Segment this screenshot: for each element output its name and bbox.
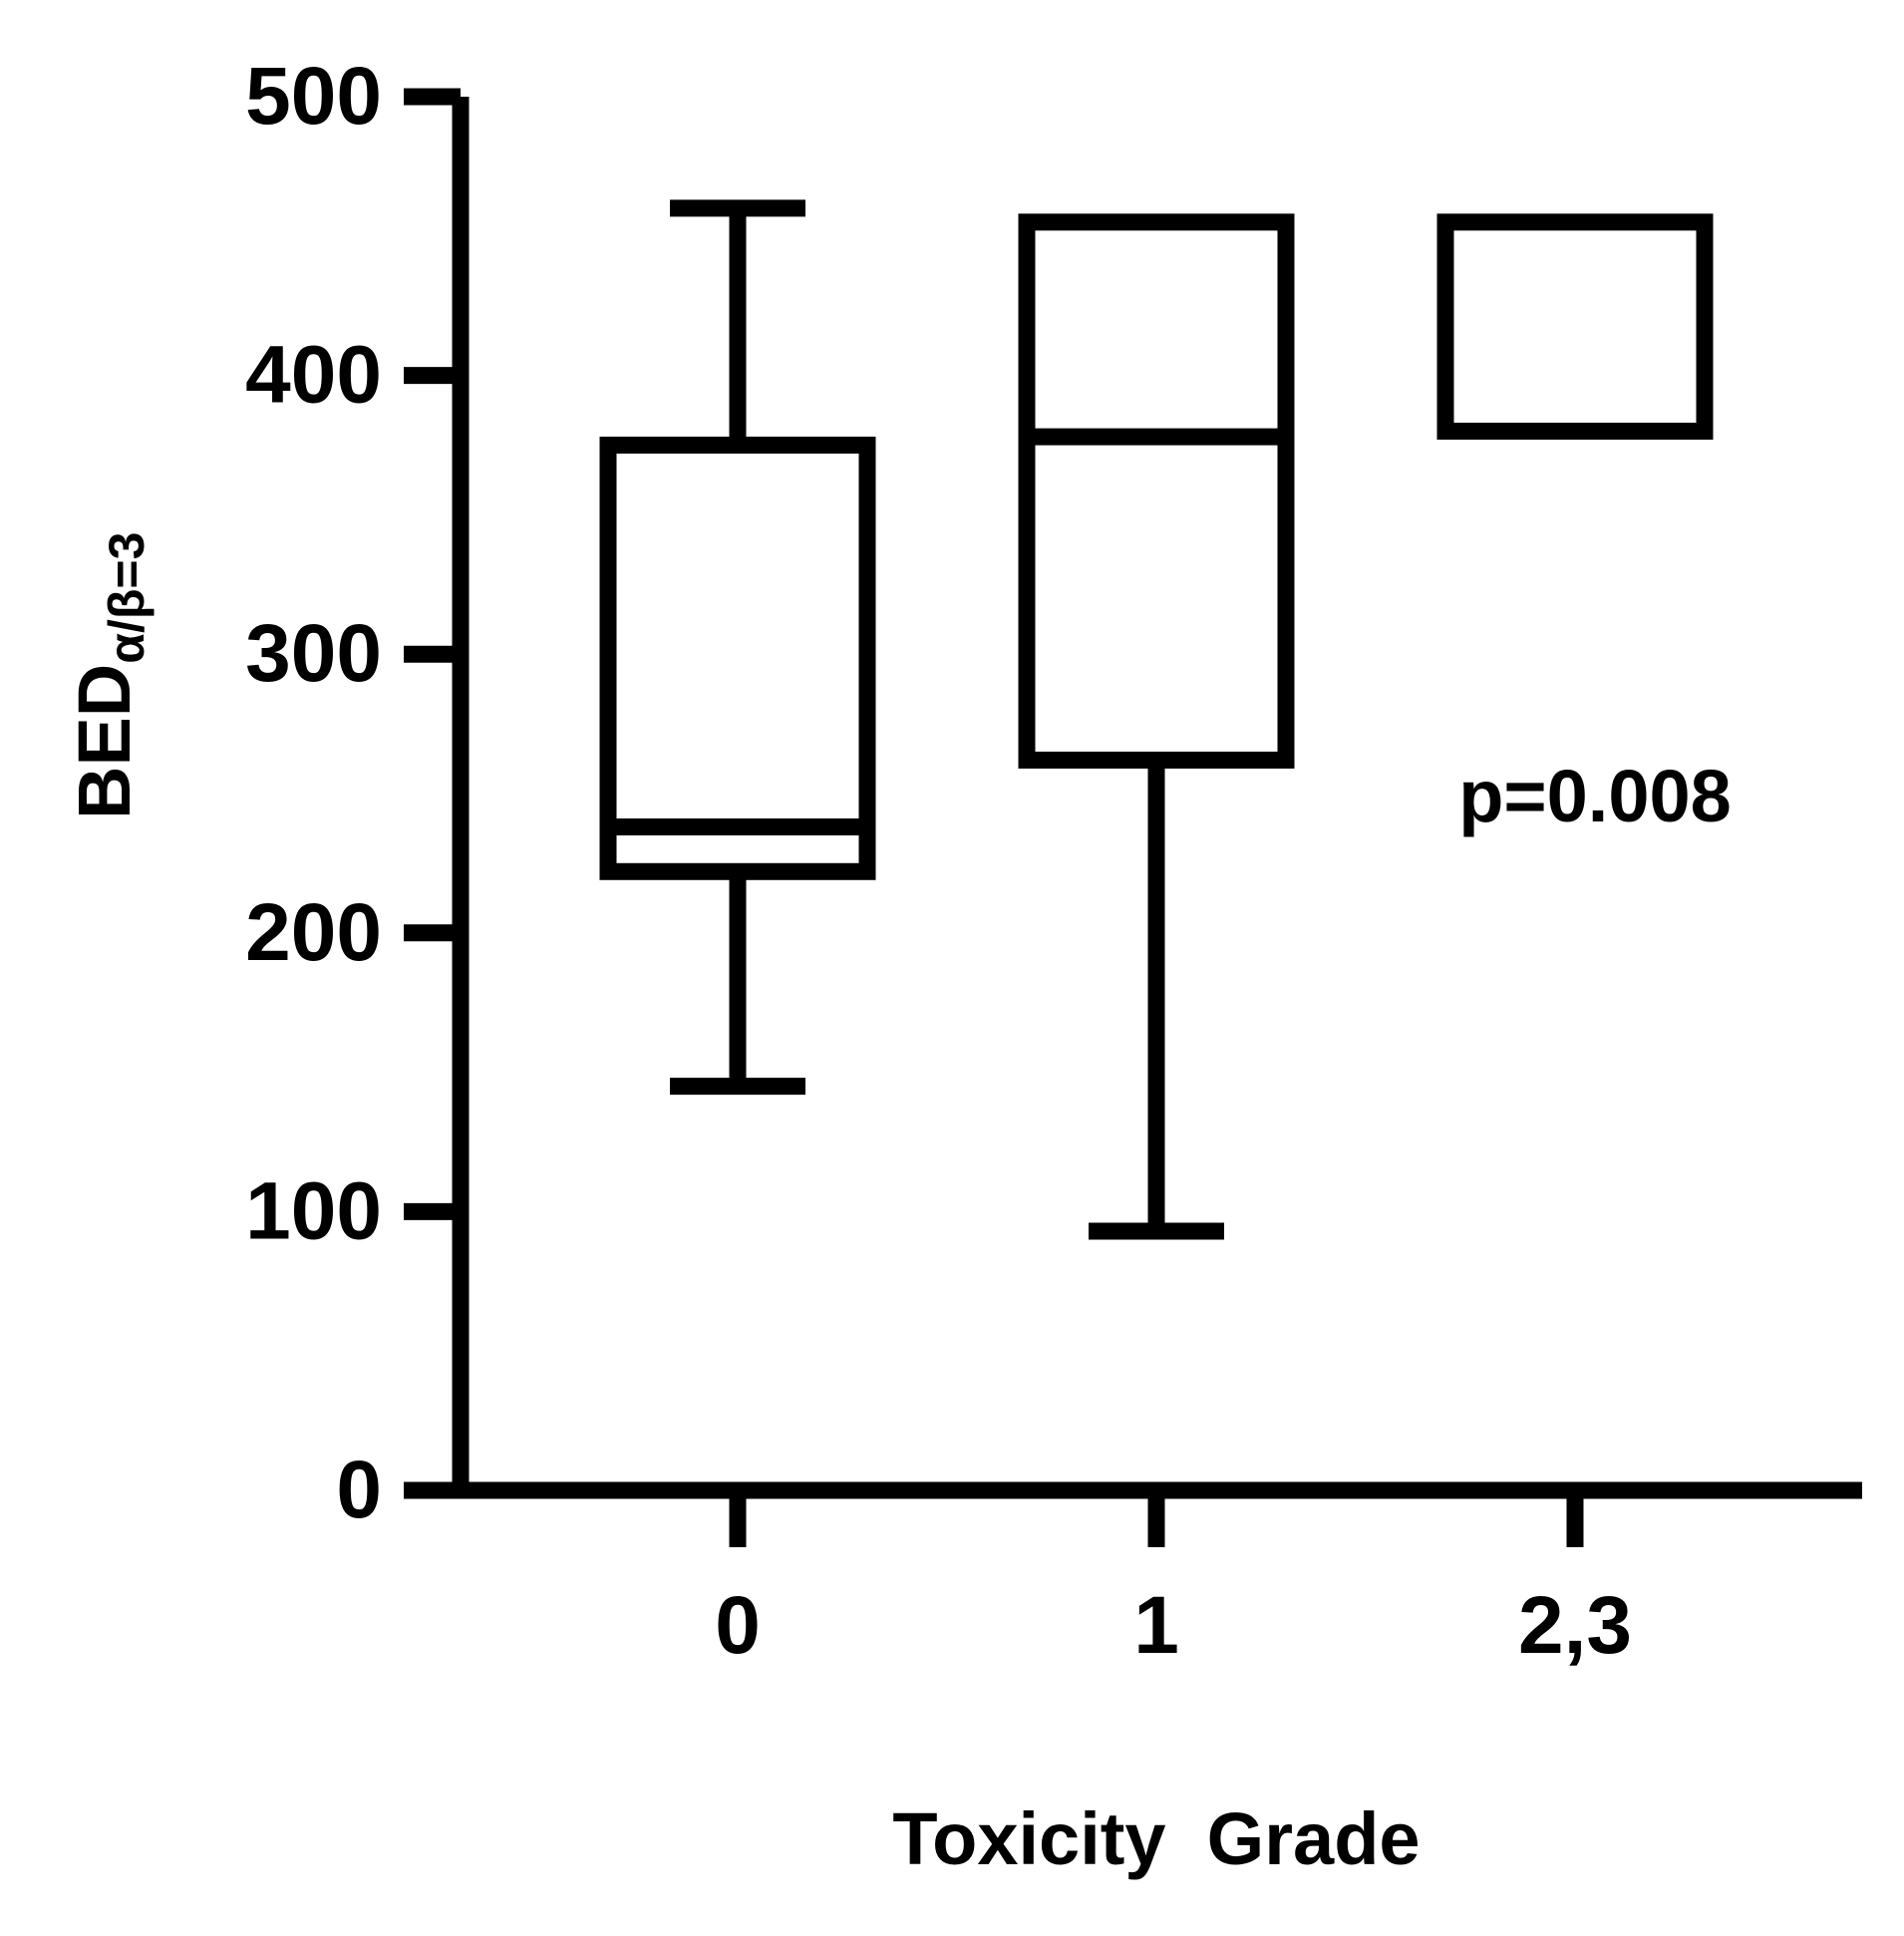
p-value-annotation: p=0.008	[1458, 755, 1732, 837]
x-tick-label: 1	[1133, 1580, 1179, 1671]
y-tick-label: 100	[245, 1165, 382, 1256]
box-body	[1436, 213, 1714, 441]
y-tick-label: 0	[336, 1445, 382, 1535]
y-axis-title-subscript: α/β=3	[99, 532, 155, 664]
box-0	[599, 199, 876, 1096]
x-axis-title: Toxicity Grade	[892, 1797, 1420, 1880]
x-tick-label: 2,3	[1518, 1580, 1632, 1671]
y-axis-title: BEDα/β=3	[63, 532, 155, 819]
x-tick-label: 0	[715, 1580, 761, 1671]
y-tick-label: 200	[245, 887, 382, 978]
box-body	[599, 437, 876, 880]
y-tick-label: 400	[245, 330, 382, 421]
y-axis-title-main: BED	[63, 664, 146, 819]
box-2-3	[1436, 213, 1714, 441]
y-tick-label: 300	[245, 608, 382, 699]
box-body	[1018, 213, 1295, 769]
x-axis: 0 1 2,3	[404, 1481, 1862, 1671]
box-1	[1018, 213, 1295, 1240]
y-axis: 0 100 200 300 400 500	[245, 51, 470, 1535]
y-tick-label: 500	[245, 51, 382, 142]
boxes	[599, 199, 1714, 1240]
